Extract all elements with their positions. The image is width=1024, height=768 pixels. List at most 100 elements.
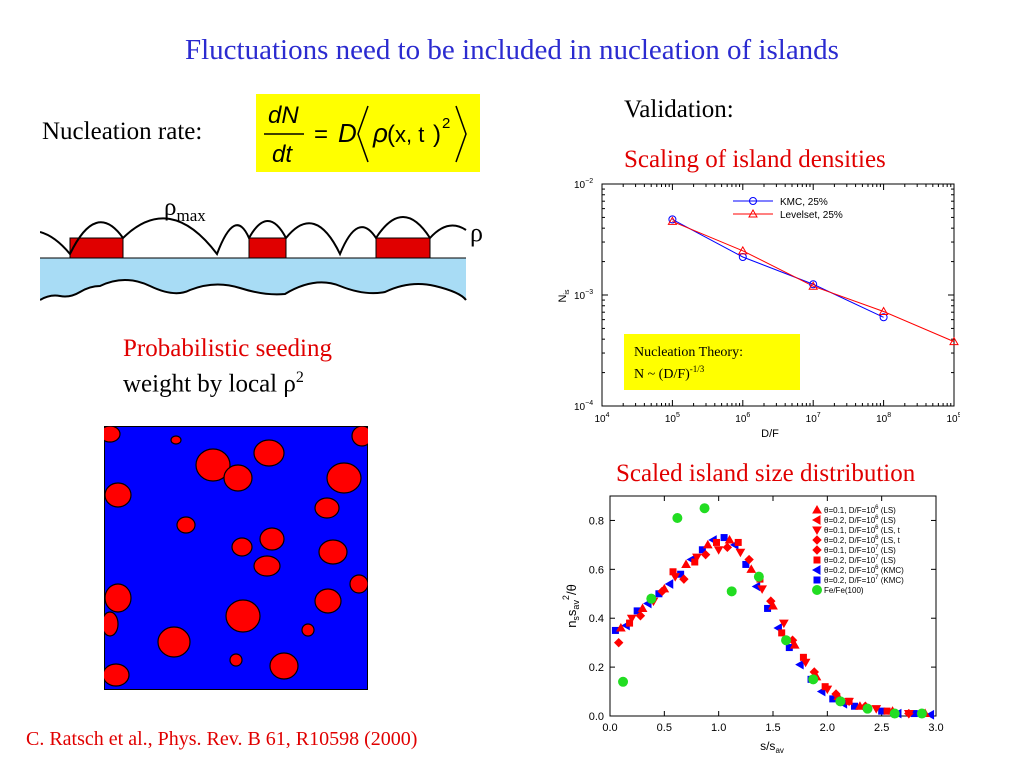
chart1-x-tick-label: 108: [876, 412, 891, 425]
chart2-legend-sup: 7: [875, 545, 879, 551]
chart2-legend-marker: [812, 585, 822, 595]
seeding-simulation-image: [104, 426, 368, 690]
legend-levelset-label: Levelset, 25%: [780, 210, 843, 221]
formula-exponent: 2: [442, 115, 450, 132]
chart1-y-tick-label: 10−3: [574, 289, 593, 302]
chart2-data-point: [657, 586, 667, 597]
weight-text: weight by local ρ: [123, 370, 296, 398]
legend-kmc-label: KMC, 25%: [780, 197, 828, 208]
chart2-legend-label: θ=0.1, D/F=106 (LS, t: [824, 525, 901, 535]
chart2-data-point: [613, 637, 624, 648]
chart1-x-tick-exp: 7: [817, 412, 821, 419]
chart1-data-point: [668, 215, 677, 224]
chart2-legend-label: θ=0.2, D/F=107 (KMC): [824, 575, 904, 585]
weight-label: weight by local ρ2: [123, 369, 304, 398]
chart1-y-tick-base: 10: [574, 180, 586, 191]
chart2-legend-suffix: (KMC): [879, 566, 905, 575]
chart2-legend-text: θ=0.1, D/F=10: [824, 526, 876, 535]
chart2-ylabel-theta: /θ: [564, 584, 579, 595]
slide-title: Fluctuations need to be included in nucl…: [185, 34, 839, 66]
legend-kmc-marker: [749, 197, 757, 205]
formula-args: x, t: [395, 122, 424, 147]
chart1-ylabel: Nis: [557, 289, 571, 303]
formula-rho: ρ: [372, 118, 388, 148]
chart2-data-point: [626, 619, 634, 627]
chart1-x-tick-label: 105: [665, 412, 680, 425]
legend-levelset-marker: [748, 208, 758, 218]
chart2-data-point: [691, 558, 699, 566]
chart2-legend-text: θ=0.2, D/F=10: [824, 566, 876, 575]
nucleation-theory-formula: N ~ (D/F): [634, 367, 690, 382]
scaling-heading: Scaling of island densities: [624, 146, 886, 173]
chart2-data-point: [845, 697, 853, 705]
nucleation-rate-label: Nucleation rate:: [42, 118, 203, 145]
rho-max-symbol: ρ: [164, 194, 177, 221]
island-blob: [349, 574, 368, 594]
formula-svg: dN dt = D ρ ( x, t ) 2: [264, 102, 467, 168]
chart2-legend-label: θ=0.1, D/F=107 (LS): [824, 545, 896, 555]
formula-left-angle: [357, 105, 369, 163]
rho-label: ρ: [470, 218, 483, 247]
chart2-legend-sup: 6: [875, 565, 879, 571]
island-blob: [225, 599, 261, 633]
chart2-data-point: [679, 574, 689, 584]
nucleation-theory-box: [624, 334, 800, 390]
chart2-y-tick-label: 0.8: [589, 515, 604, 527]
chart2-data-point: [831, 689, 841, 699]
chart1-series-lines: [672, 218, 955, 343]
chart2-data-point: [799, 653, 807, 661]
probabilistic-seeding-label: Probabilistic seeding: [123, 335, 332, 362]
island-blob: [176, 516, 196, 534]
chart2-data-point: [646, 593, 657, 604]
chart1-xlabel: D/F: [761, 428, 779, 440]
chart2-x-tick-label: 3.0: [928, 722, 943, 734]
chart2-legend-label: θ=0.2, D/F=106 (LS, t: [824, 535, 901, 545]
chart2-legend-marker: [811, 515, 821, 525]
chart2-data-point: [795, 659, 804, 670]
formula-close-paren: ): [433, 121, 441, 148]
chart2-legend-text: θ=0.2, D/F=10: [824, 556, 876, 565]
chart1-x-tick-exp: 8: [887, 412, 891, 419]
chart1-y-tick-label: 10−2: [574, 178, 593, 191]
chart2-data-point: [713, 546, 724, 555]
chart2-markers: [611, 503, 935, 720]
nucleation-theory-line2: N ~ (D/F)-1/3: [634, 364, 705, 382]
chart2-legend-text: θ=0.1, D/F=10: [824, 546, 876, 555]
chart2-legend-marker: [812, 526, 822, 536]
chart1-data-point: [737, 245, 748, 255]
chart2-y-tick-label: 0.0: [589, 711, 604, 723]
chart2-data-point: [916, 708, 927, 719]
chart2-data-point: [734, 538, 742, 546]
chart2-data-point: [808, 674, 819, 685]
island-blob: [104, 663, 130, 687]
chart2-data-point: [781, 635, 792, 646]
chart1-x-tick-label: 104: [594, 412, 609, 425]
validation-label: Validation:: [624, 96, 734, 123]
chart1-x-tick-label: 107: [806, 412, 821, 425]
formula-d: D: [338, 118, 357, 148]
chart2-legend-marker: [813, 576, 821, 584]
chart2-legend-label: θ=0.2, D/F=107 (LS): [824, 555, 896, 565]
chart2-x-tick-label: 2.5: [874, 722, 889, 734]
chart2-data-point: [637, 603, 648, 612]
chart2-data-point: [722, 542, 733, 553]
chart1-data-point: [809, 280, 818, 289]
chart2-ylabel-sq: 2: [561, 595, 571, 600]
chart1-x-tick-label: 106: [735, 412, 750, 425]
chart2-ylabel-sub2: av: [571, 600, 581, 610]
nucleation-formula: dN dt = D ρ ( x, t ) 2: [256, 94, 480, 172]
chart1-y-tick-label: 10−4: [574, 400, 593, 413]
chart2-data-point: [669, 568, 677, 576]
island-blob: [231, 537, 253, 557]
nucleation-theory-exponent: -1/3: [690, 364, 705, 374]
chart1-data-point: [667, 216, 678, 225]
island-blob: [104, 611, 119, 637]
chart2-data-point: [681, 559, 691, 568]
chart2-data-point: [626, 614, 637, 624]
chart1-data-point: [949, 336, 959, 346]
chart2-legend-marker: [813, 556, 821, 564]
size-distribution-chart: 0.0 0.5 1.0 1.5 2.0 2.5 3.0 0.0 0.2 0.4 0.6 0.8 θ=0…: [561, 495, 944, 755]
chart2-legend-marker: [811, 565, 821, 575]
chart2-data-point: [778, 629, 786, 637]
